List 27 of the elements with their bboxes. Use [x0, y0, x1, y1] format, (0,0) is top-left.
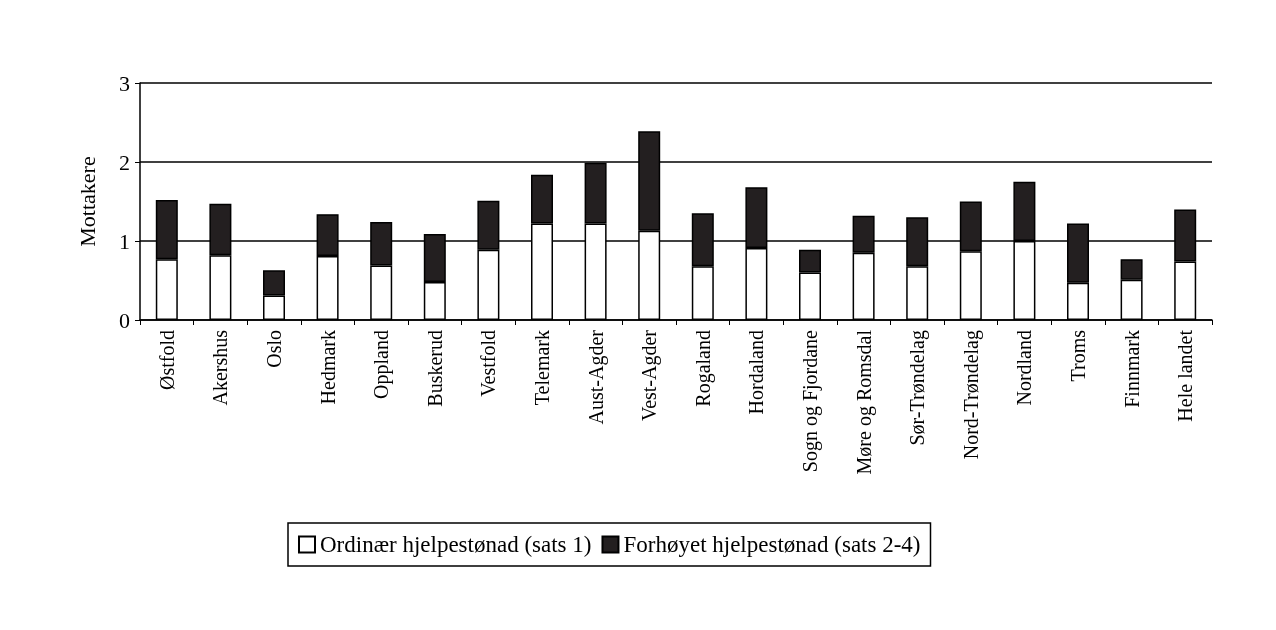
- x-tick-label: Hele landet: [1174, 329, 1197, 422]
- y-axis-title: Mottakere: [74, 156, 100, 247]
- x-tick-label: Hordaland: [745, 330, 768, 415]
- x-tick-label: Telemark: [531, 330, 553, 406]
- x-tick-label: Sør-Trøndelag: [906, 330, 930, 446]
- y-tick-label: 2: [119, 149, 130, 175]
- x-tick-label: Oslo: [263, 330, 285, 368]
- x-tick-label: Sogn og Fjordane: [799, 329, 822, 473]
- x-tick-label: Østfold: [155, 330, 178, 390]
- x-tick-label: Vestfold: [477, 330, 500, 397]
- y-tick-label: 1: [119, 228, 130, 254]
- x-tick-label: Nord-Trøndelag: [959, 330, 983, 460]
- legend-label: Forhøyet hjelpestønad (sats 2-4): [623, 532, 921, 557]
- x-tick-label: Akershus: [209, 329, 232, 406]
- y-tick-label: 3: [119, 70, 130, 96]
- x-tick-label: Oppland: [370, 330, 394, 399]
- y-tick-label: 0: [119, 307, 130, 333]
- legend-label: Ordinær hjelpestønad (sats 1): [320, 532, 592, 557]
- x-tick-label: Vest-Agder: [638, 329, 662, 422]
- x-tick-label: Troms: [1067, 329, 1089, 382]
- x-tick-label: Nordland: [1013, 330, 1036, 406]
- x-tick-label: Buskerud: [423, 330, 446, 407]
- x-tick-label: Møre og Romsdal: [852, 329, 876, 475]
- x-tick-label: Aust-Agder: [584, 329, 608, 425]
- x-tick-label: Hedmark: [316, 330, 339, 405]
- x-tick-label: Finnmark: [1120, 330, 1143, 408]
- x-tick-label: Rogaland: [691, 330, 715, 407]
